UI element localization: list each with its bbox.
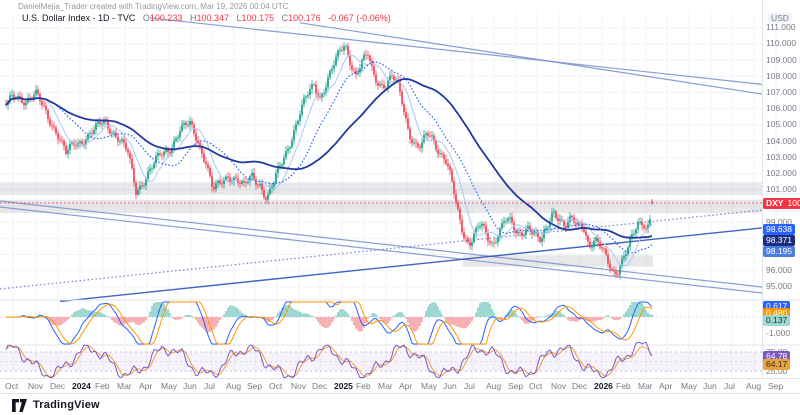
price-tick-label: 103.000 [766,151,797,162]
macd-line [6,301,653,345]
price-tick-label: 107.000 [766,86,797,97]
price-tick-label: 95.000 [766,281,792,292]
macd-signal-line [6,301,653,345]
indicator-axis-badge: 0.480 [763,307,791,319]
time-month-label[interactable]: Aug [486,381,502,391]
support-resistance-zone [463,255,653,267]
descending-channel-b-lower [0,206,763,294]
support-resistance-zone [0,182,762,195]
time-year-label[interactable]: 2024 [72,381,91,391]
stoch-tick-label: 25.00 [766,365,788,376]
price-tick-label: 108.000 [766,70,797,81]
macd-histogram [5,302,653,333]
time-month-label[interactable]: Aug [746,381,762,391]
change-value: -0.067 (-0.06%) [328,13,391,23]
time-month-label[interactable]: Jun [183,381,197,391]
candles [5,42,653,280]
price-chart-canvas[interactable] [0,0,800,393]
descending-channel-b-upper [0,200,763,288]
price-tick-label: 101.000 [766,184,797,195]
price-tick-label: 106.000 [766,103,797,114]
high-label: H [189,13,197,23]
price-axis-badge: 98.638 [763,223,795,235]
indicator-axis-badge: 0.617 [763,300,791,312]
time-month-label[interactable]: Apr [659,381,673,391]
attribution-text: DanielMejia_Trader created with TradingV… [18,2,289,11]
time-month-label[interactable]: Nov [291,381,307,391]
macd-tick-label: -1.000 [766,327,791,338]
time-month-label[interactable]: Sep [247,381,263,391]
time-month-label[interactable]: May [161,381,178,391]
price-tick-label: 109.000 [766,54,797,65]
footer-bar: TradingView [0,393,800,415]
time-year-label[interactable]: 2026 [594,381,613,391]
time-year-label[interactable]: 2025 [334,381,353,391]
ma-slow [5,78,653,239]
time-month-label[interactable]: Mar [117,381,132,391]
price-axis-badge: 98.195 [763,245,795,257]
time-month-label[interactable]: Sep [768,381,784,391]
descending-channel-a-upper [149,17,763,85]
time-month-label[interactable]: Sep [508,381,524,391]
support-resistance-zone [0,199,762,214]
time-month-label[interactable]: Nov [551,381,567,391]
time-month-label[interactable]: Feb [616,381,631,391]
price-axis[interactable] [762,0,800,378]
time-month-label[interactable]: Apr [139,381,153,391]
stoch-k-line [5,341,653,379]
time-month-label[interactable]: May [681,381,698,391]
time-month-label[interactable]: Jul [724,381,735,391]
symbol-legend[interactable]: U.S. Dollar Index - 1D - TVC O100.233 H1… [22,13,391,23]
time-month-label[interactable]: Oct [529,381,543,391]
price-tick-label: 110.000 [766,38,797,49]
time-month-label[interactable]: Feb [95,381,110,391]
price-tick-label: 111.000 [766,22,796,33]
time-month-label[interactable]: Mar [638,381,653,391]
time-month-label[interactable]: Jun [443,381,457,391]
currency-label: USD [768,13,792,23]
indicator-axis-badge: 64.17 [763,358,791,370]
rising-support-solid [59,227,763,303]
price-tick-label: 105.000 [766,119,797,130]
tradingview-brand[interactable]: TradingView [33,399,100,411]
time-axis[interactable] [0,378,800,394]
price-tick-label: 99.000 [766,216,792,227]
high-value: 100.347 [196,13,230,23]
symbol-title[interactable]: U.S. Dollar Index - 1D - TVC [22,13,136,23]
time-month-label[interactable]: Apr [399,381,413,391]
price-tick-label: 96.000 [766,265,792,276]
time-month-label[interactable]: Oct [5,381,19,391]
close-value: 100.176 [288,13,321,23]
time-month-label[interactable]: Oct [269,381,283,391]
time-month-label[interactable]: Dec [572,381,588,391]
low-value: 100.175 [241,13,275,23]
close-label: C [281,13,289,23]
price-tick-label: 102.000 [766,167,797,178]
ma-medium [5,61,653,254]
time-month-label[interactable]: Feb [356,381,371,391]
time-month-label[interactable]: Aug [226,381,242,391]
price-axis-badge: 98.371 [763,234,795,246]
indicator-axis-badge: 0.137 [763,314,791,326]
time-month-label[interactable]: Jul [464,381,475,391]
time-month-label[interactable]: Mar [378,381,393,391]
tradingview-logo-icon[interactable] [12,398,27,412]
open-value: 100.233 [149,13,183,23]
open-label: O [142,13,150,23]
price-tick-label: 104.000 [766,135,797,146]
time-month-label[interactable]: Jun [703,381,717,391]
time-month-label[interactable]: Dec [50,381,66,391]
ma-fast [5,54,653,267]
time-month-label[interactable]: Jul [204,381,215,391]
indicator-axis-badge: 64.78 [763,350,791,362]
time-month-label[interactable]: Dec [312,381,328,391]
time-month-label[interactable]: May [421,381,438,391]
time-month-label[interactable]: Nov [28,381,44,391]
low-label: L [236,13,242,23]
descending-channel-a-lower [299,22,763,95]
